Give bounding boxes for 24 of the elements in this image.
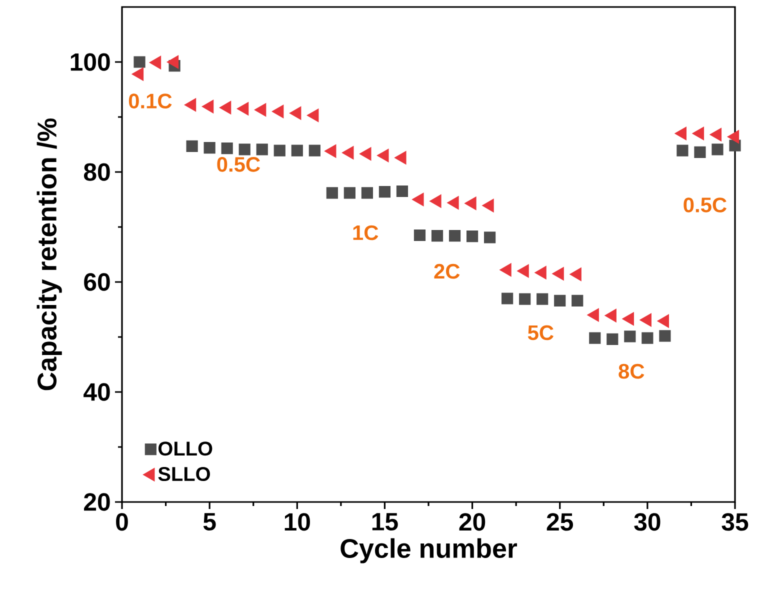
x-tick-label: 15: [372, 513, 398, 531]
annotation: 2C: [434, 264, 460, 279]
legend-label: OLLO: [158, 442, 212, 456]
y-tick-label: 80: [84, 163, 110, 181]
x-tick-label: 0: [116, 513, 128, 531]
y-axis-title: Capacity retention /%: [36, 118, 62, 390]
annotation: 0.5C: [217, 157, 260, 172]
x-axis-title: Cycle number: [340, 538, 518, 564]
y-tick-label: 60: [84, 273, 110, 291]
legend-label: SLLO: [158, 466, 210, 482]
x-tick-label: 5: [203, 513, 216, 531]
x-tick-label: 25: [546, 513, 574, 531]
y-tick-label: 40: [84, 383, 110, 401]
annotation: 0.1C: [128, 94, 172, 108]
y-tick-label: 100: [70, 53, 110, 71]
x-tick-label: 35: [722, 513, 748, 531]
y-tick-label: 20: [84, 493, 110, 511]
annotation: 0.5C: [684, 198, 726, 212]
x-tick-label: 30: [634, 513, 660, 531]
x-tick-label: 10: [284, 513, 310, 531]
annotation: 5C: [528, 325, 554, 340]
annotation: 8C: [618, 364, 644, 379]
x-tick-label: 20: [459, 513, 486, 531]
annotation: 1C: [353, 225, 378, 240]
